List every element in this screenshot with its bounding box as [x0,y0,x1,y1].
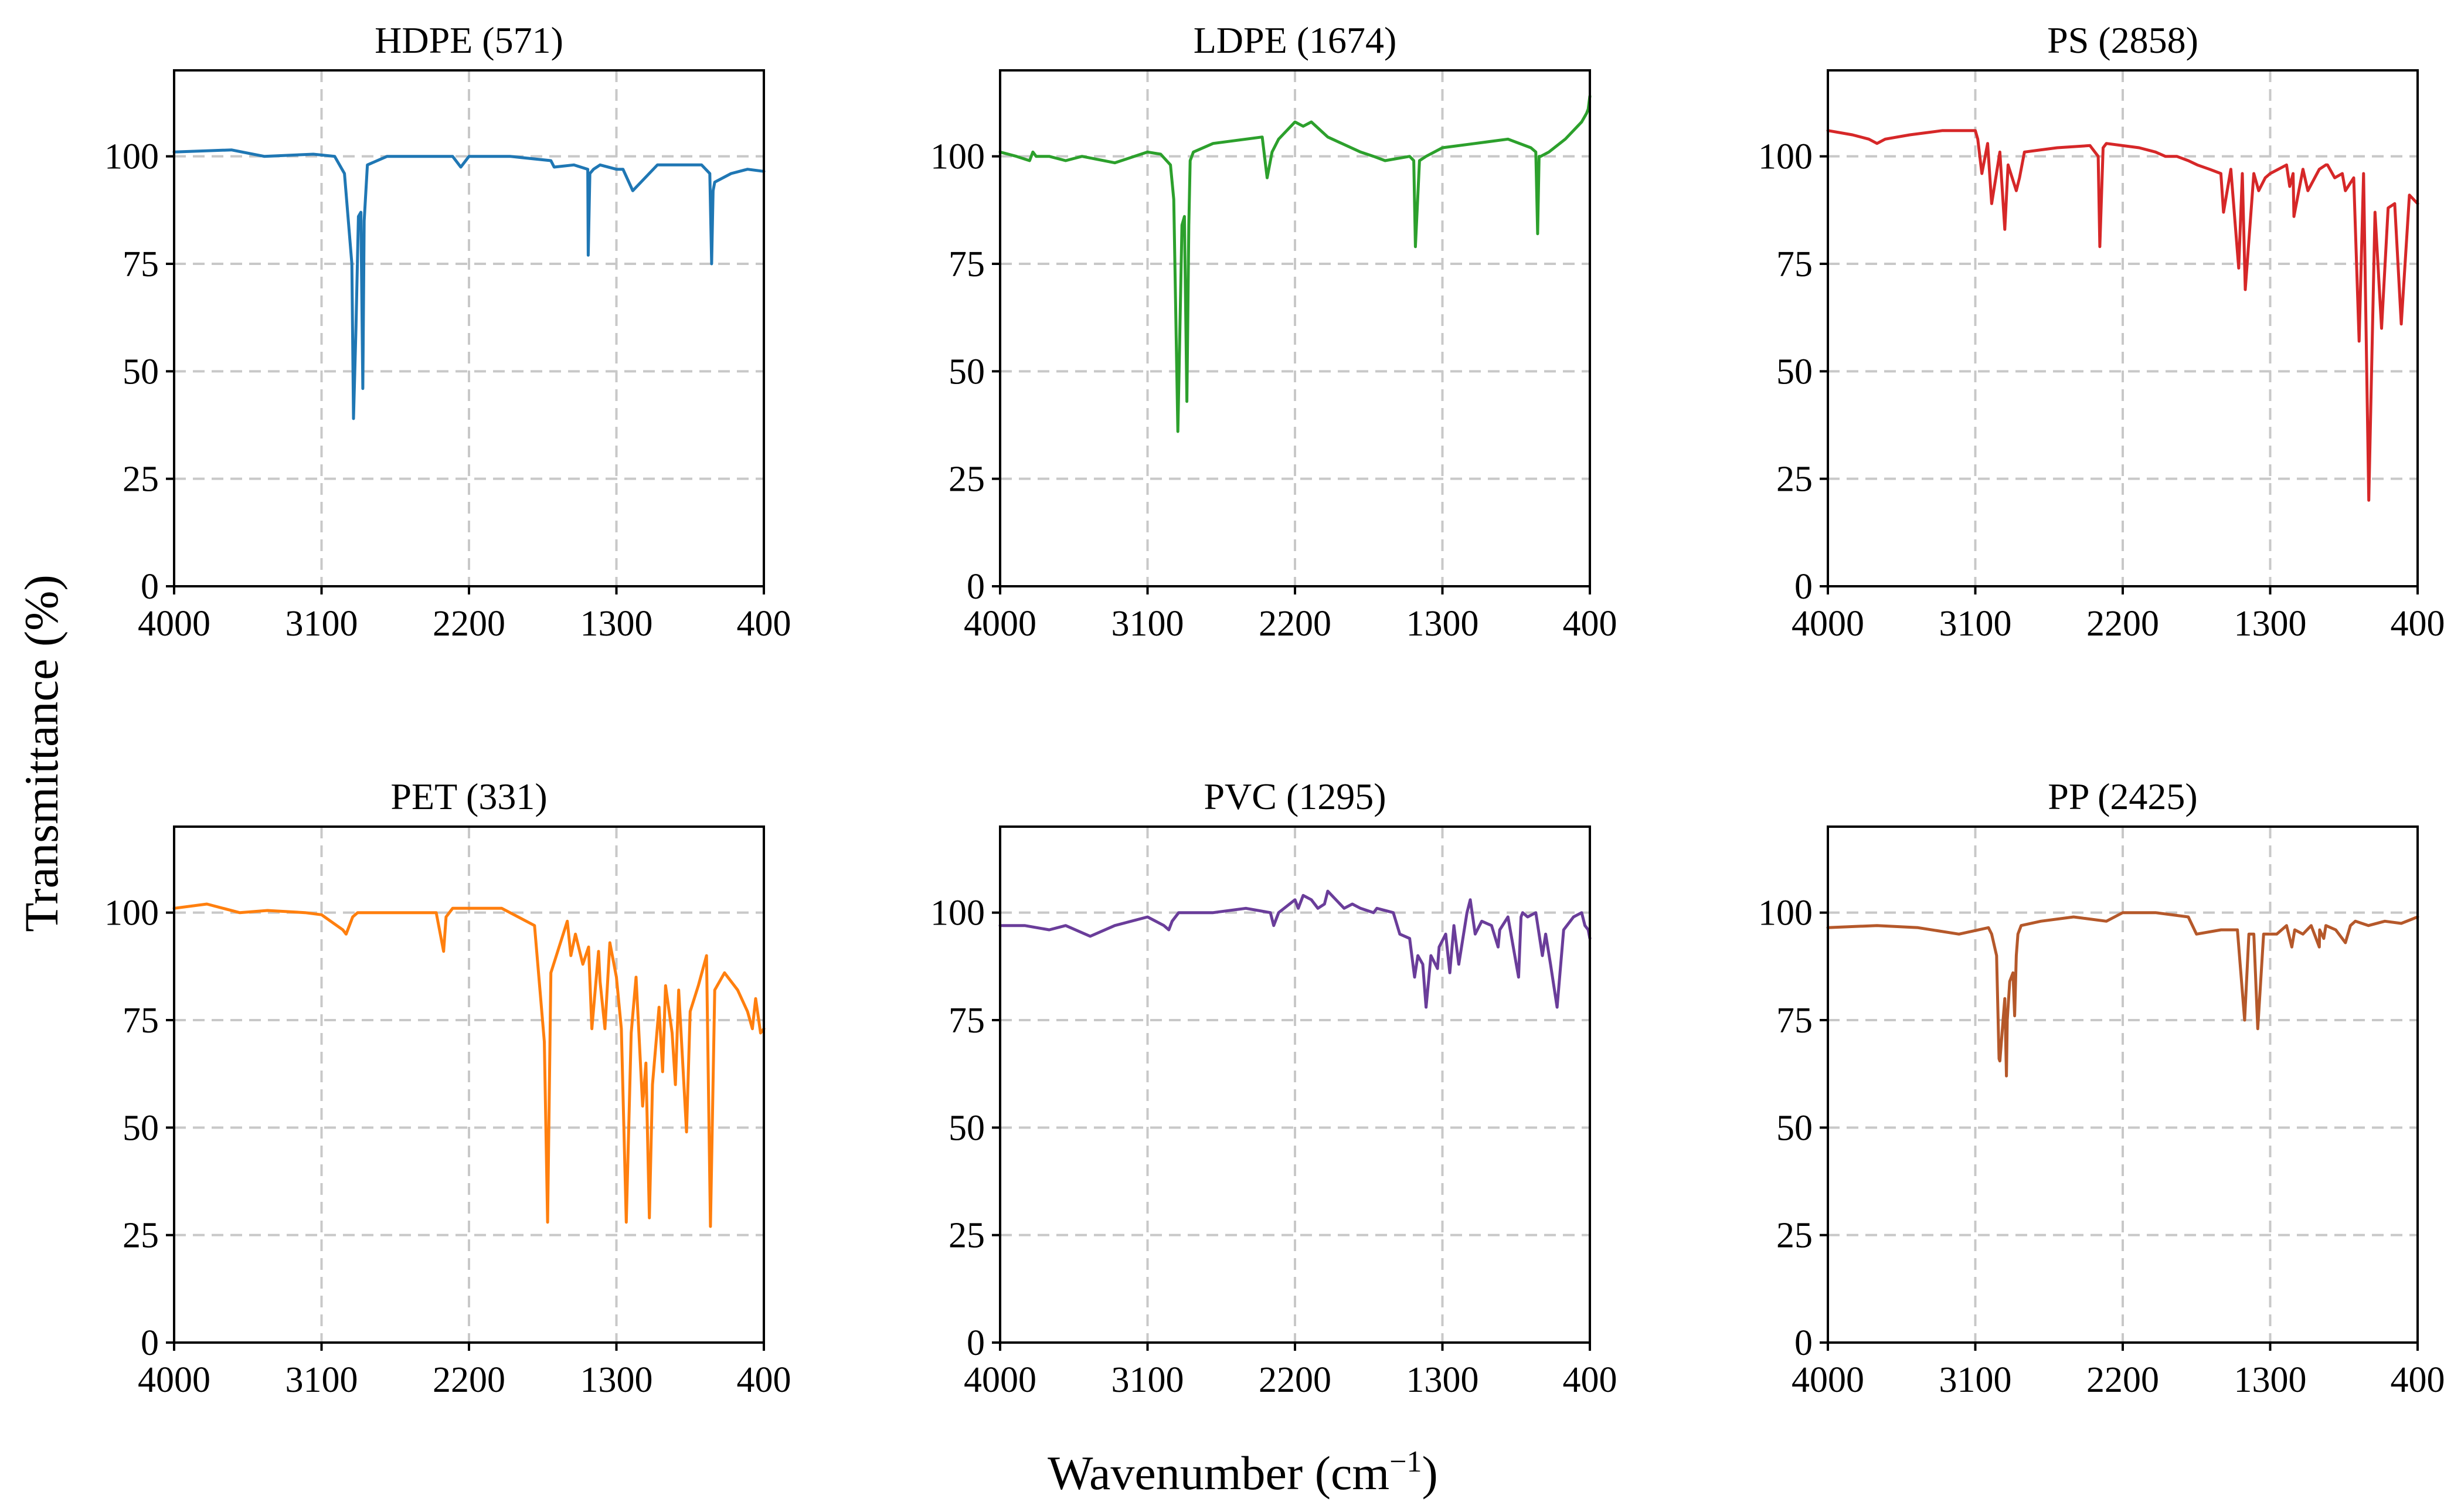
panel-3-xtick-label-400: 400 [2391,604,2445,644]
panel-2-ytick-label-25: 25 [949,460,985,500]
panel-6-xtick-label-2200: 2200 [2086,1360,2159,1400]
panel-3-ytick-label-0: 0 [1794,567,1813,607]
panel-4-xtick-label-1300: 1300 [580,1360,653,1400]
panel-5-xtick-label-4000: 4000 [964,1360,1036,1400]
panel-6-ytick-label-100: 100 [1758,893,1813,933]
x-axis-label-base: Wavenumber (cm [1048,1446,1389,1500]
panel-3-xtick-label-2200: 2200 [2086,604,2159,644]
panel-3-ytick-label-100: 100 [1758,137,1813,177]
x-axis-label: Wavenumber (cm−1) [1048,1445,1438,1500]
panel-1-ytick-label-100: 100 [104,137,159,177]
panel-5-xtick-label-400: 400 [1563,1360,1617,1400]
panel-3-series-line [1826,129,2419,502]
panel-5-xtick-label-3100: 3100 [1111,1360,1184,1400]
panel-1-ytick-label-50: 50 [123,352,159,392]
panel-2-xtick-label-2200: 2200 [1259,604,1331,644]
panel-3-title: PS (2858) [2047,19,2198,61]
panel-5-ytick-label-75: 75 [949,1001,985,1041]
panel-6-title: PP (2425) [2048,776,2197,817]
panel-3-xtick-label-1300: 1300 [2234,604,2307,644]
panel-4-ytick-label-50: 50 [123,1108,159,1148]
panel-1-xtick-label-4000: 4000 [138,604,210,644]
panel-1-ytick-label-0: 0 [141,567,159,607]
panel-3-ytick-label-75: 75 [1776,244,1813,284]
panel-4-ytick-label-25: 25 [123,1216,159,1256]
panel-2-ytick-label-100: 100 [930,137,985,177]
panel-4-title: PET (331) [390,776,547,817]
panel-6-xtick-label-400: 400 [2391,1360,2445,1400]
panel-2-ytick-label-75: 75 [949,244,985,284]
panel-1-title: HDPE (571) [375,19,563,61]
panel-6-xtick-label-4000: 4000 [1792,1360,1864,1400]
x-axis-label-close: ) [1422,1446,1438,1500]
panel-4-xtick-label-2200: 2200 [433,1360,505,1400]
panel-1-xtick-label-400: 400 [737,604,791,644]
panel-5-series-line [998,889,1592,1009]
panel-4-xtick-label-3100: 3100 [285,1360,358,1400]
panel-6-ytick-label-25: 25 [1776,1216,1813,1256]
panel-2-xtick-label-1300: 1300 [1406,604,1479,644]
panel-5-ytick-label-50: 50 [949,1108,985,1148]
panel-5-title: PVC (1295) [1204,776,1386,817]
panel-1-xtick-label-1300: 1300 [580,604,653,644]
panel-6-ytick-label-75: 75 [1776,1001,1813,1041]
panel-3-ytick-label-50: 50 [1776,352,1813,392]
panel-5-ytick-label-100: 100 [930,893,985,933]
panel-3-xtick-label-4000: 4000 [1792,604,1864,644]
panel-5-ytick-label-25: 25 [949,1216,985,1256]
panel-6-xtick-label-1300: 1300 [2234,1360,2307,1400]
panel-6-ytick-label-50: 50 [1776,1108,1813,1148]
panel-5-xtick-label-1300: 1300 [1406,1360,1479,1400]
panel-2-xtick-label-3100: 3100 [1111,604,1184,644]
panel-1-series-line [172,148,766,420]
panel-4-ytick-label-100: 100 [104,893,159,933]
panel-4-ytick-label-75: 75 [123,1001,159,1041]
panel-3-ytick-label-25: 25 [1776,460,1813,500]
panel-6-xtick-label-3100: 3100 [1939,1360,2012,1400]
panel-1-xtick-label-2200: 2200 [433,604,505,644]
panel-1-ytick-label-75: 75 [123,244,159,284]
panel-3-xtick-label-3100: 3100 [1939,604,2012,644]
x-axis-label-superscript: −1 [1389,1445,1422,1479]
panel-2-xtick-label-400: 400 [1563,604,1617,644]
y-axis-label: Transmittance (%) [15,575,68,932]
panel-4-xtick-label-4000: 4000 [138,1360,210,1400]
panel-2-series-line [998,94,1592,433]
panel-4-series-line [172,902,766,1228]
panel-6-series-line [1826,911,2419,1078]
panel-2-xtick-label-4000: 4000 [964,604,1036,644]
panel-5-xtick-label-2200: 2200 [1259,1360,1331,1400]
panel-2-ytick-label-0: 0 [967,567,985,607]
panel-1-ytick-label-25: 25 [123,460,159,500]
panel-6-ytick-label-0: 0 [1794,1323,1813,1363]
panel-1-xtick-label-3100: 3100 [285,604,358,644]
panel-4-ytick-label-0: 0 [141,1323,159,1363]
panel-4-xtick-label-400: 400 [737,1360,791,1400]
panel-2-ytick-label-50: 50 [949,352,985,392]
panel-5-ytick-label-0: 0 [967,1323,985,1363]
panel-2-title: LDPE (1674) [1194,19,1397,61]
